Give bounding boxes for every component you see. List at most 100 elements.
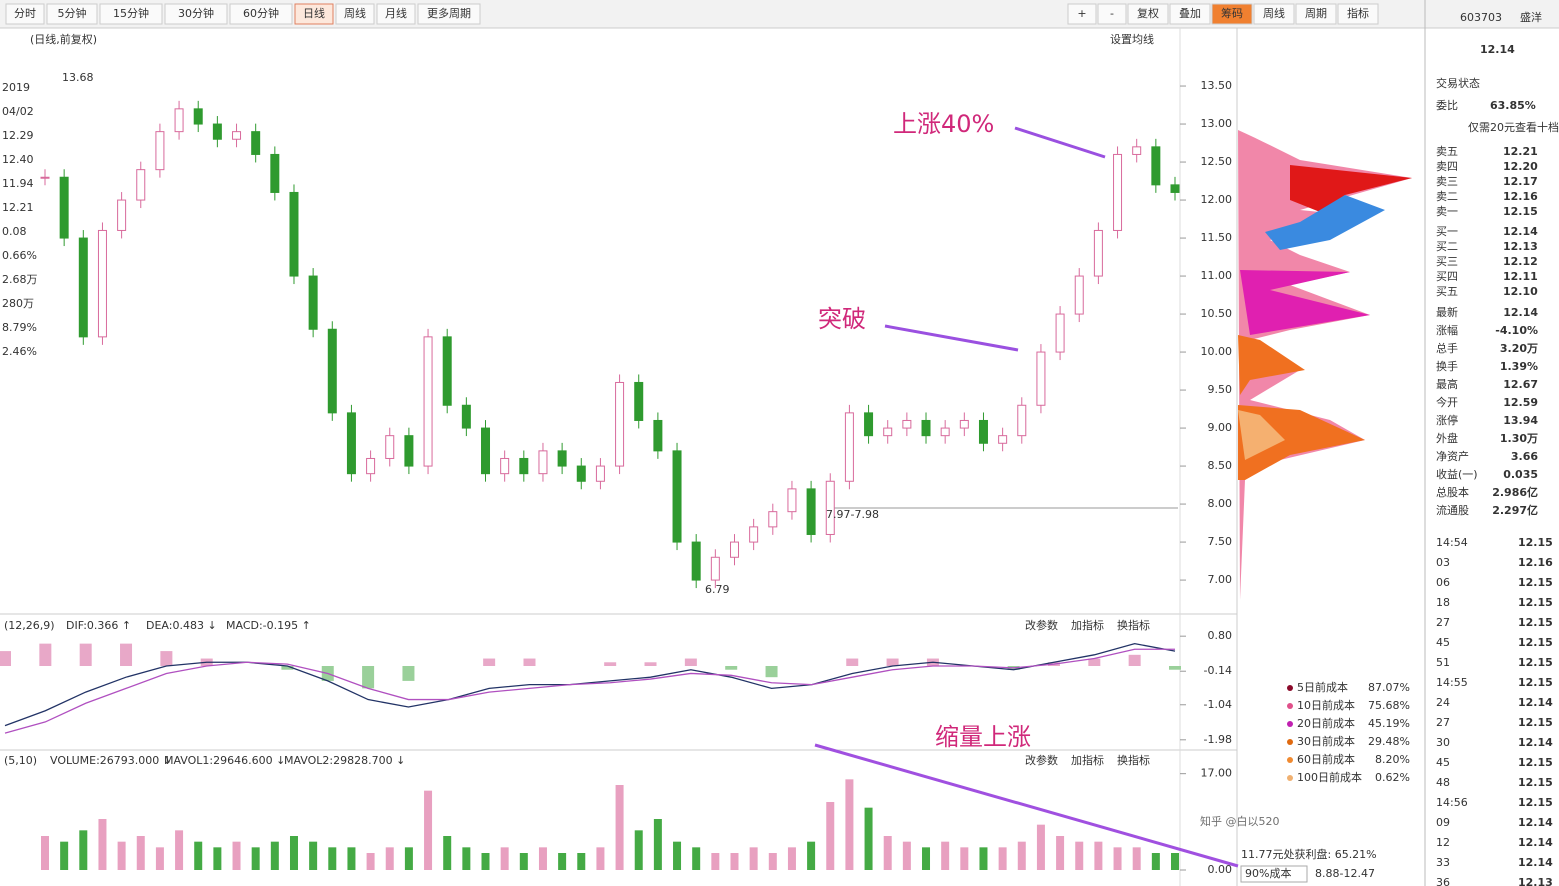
annotation-arrow — [814, 743, 1239, 868]
tool-button[interactable] — [1097, 3, 1127, 25]
candle — [59, 176, 69, 239]
stat-label: 最新 — [1436, 305, 1458, 319]
left-info: 2.68万 — [2, 273, 38, 286]
volume-bar — [155, 847, 164, 870]
trade-price: 12.15 — [1518, 676, 1553, 689]
ask-price: 12.15 — [1503, 205, 1538, 218]
candle — [787, 488, 797, 513]
price-tick-label: 12.50 — [1201, 155, 1233, 168]
volume-bar — [79, 830, 88, 870]
candle — [117, 199, 127, 231]
promo[interactable]: 仅需20元查看十档 — [1468, 120, 1559, 134]
chip-pct: 0.62% — [1375, 771, 1410, 784]
period-tab[interactable] — [376, 3, 416, 25]
candle — [1170, 184, 1180, 193]
tool-button[interactable] — [1127, 3, 1169, 25]
left-info: 2019 — [2, 81, 30, 94]
volume-bar — [213, 847, 222, 870]
period-tab[interactable] — [417, 3, 481, 25]
candle — [1151, 146, 1161, 186]
macd-button: 改参数 — [1025, 618, 1058, 632]
volume-bar — [749, 847, 758, 870]
left-info: 12.29 — [2, 129, 34, 142]
trade-price: 12.14 — [1518, 836, 1553, 849]
candle — [232, 131, 242, 140]
tool-button[interactable] — [1211, 3, 1253, 25]
chip-pct: 75.68% — [1368, 699, 1410, 712]
macd-header: DIF:0.366 ↑ — [66, 619, 131, 632]
period-tab[interactable] — [335, 3, 375, 25]
period-label: 月线 — [385, 6, 407, 20]
period-label: 30分钟 — [178, 6, 214, 20]
period-label: 分时 — [14, 7, 36, 20]
price-tick-label: 8.50 — [1208, 459, 1233, 472]
trade-price: 12.15 — [1518, 536, 1553, 549]
candle — [500, 457, 510, 475]
volume-bar — [653, 819, 662, 870]
bid-label: 买四 — [1436, 270, 1458, 283]
macd-bar — [1088, 658, 1101, 666]
tool-button[interactable] — [1169, 3, 1211, 25]
volume-bar — [826, 802, 835, 870]
period-tab[interactable] — [99, 3, 163, 25]
stat-value: 13.94 — [1503, 414, 1538, 427]
tool-button[interactable] — [1337, 3, 1379, 25]
volume-bar — [711, 853, 720, 870]
macd-bar — [523, 658, 536, 666]
trade-time: 45 — [1436, 756, 1450, 769]
trade-price: 12.16 — [1518, 556, 1553, 569]
candle — [691, 541, 701, 581]
candle — [308, 275, 318, 330]
tool-button[interactable] — [1295, 3, 1337, 25]
candle — [193, 108, 203, 125]
trade-price: 12.15 — [1518, 636, 1553, 649]
trade-time: 36 — [1436, 876, 1450, 886]
price-tick-label: 13.50 — [1201, 79, 1233, 92]
trade-price: 12.15 — [1518, 576, 1553, 589]
trade-time: 48 — [1436, 776, 1450, 789]
price-tick-label: 8.00 — [1208, 497, 1233, 510]
macd-button: 换指标 — [1117, 618, 1150, 632]
ask-price: 12.17 — [1503, 175, 1538, 188]
candle — [1132, 146, 1142, 155]
stock-code: 603703 — [1460, 11, 1502, 24]
bid-price: 12.11 — [1503, 270, 1538, 283]
candle — [749, 526, 759, 543]
volume-tick-label: 0.00 — [1208, 863, 1233, 876]
macd-line — [4, 642, 1176, 727]
tool-button[interactable] — [1067, 3, 1097, 25]
chip-bullet — [1287, 739, 1293, 745]
tool-button[interactable] — [1253, 3, 1295, 25]
macd-tick-label: 0.80 — [1208, 629, 1233, 642]
ma-setting: 设置均线 — [1110, 32, 1154, 46]
chip-shape — [1238, 410, 1285, 460]
volume-button: 加指标 — [1071, 753, 1104, 767]
trade-price: 12.13 — [1518, 876, 1553, 886]
tool-label: 周线 — [1263, 6, 1285, 20]
ask-label: 卖一 — [1436, 205, 1458, 218]
volume-bar — [194, 841, 203, 870]
trade-price: 12.14 — [1518, 856, 1553, 869]
low-label: 6.79 — [705, 583, 730, 596]
stat-label: 流通股 — [1436, 503, 1469, 517]
trade-price: 12.14 — [1518, 736, 1553, 749]
volume-bar — [941, 841, 950, 870]
period-tab[interactable] — [164, 3, 228, 25]
cost-select[interactable] — [1240, 865, 1308, 883]
bid-price: 12.12 — [1503, 255, 1538, 268]
period-tab[interactable] — [5, 3, 45, 25]
period-tab[interactable] — [294, 3, 334, 25]
candle — [423, 336, 433, 467]
stat-label: 收益(一) — [1436, 467, 1478, 481]
ask-label: 卖五 — [1436, 145, 1458, 158]
left-info: 0.66% — [2, 249, 37, 262]
stock-price: 12.14 — [1480, 43, 1515, 56]
volume-bar — [500, 847, 509, 870]
volume-bar — [136, 836, 145, 870]
period-tab[interactable] — [46, 3, 98, 25]
price-tick-label: 10.50 — [1201, 307, 1233, 320]
volume-bar — [787, 847, 796, 870]
period-label: 15分钟 — [113, 6, 149, 20]
chip-name: 100日前成本 — [1297, 770, 1362, 784]
period-tab[interactable] — [229, 3, 293, 25]
